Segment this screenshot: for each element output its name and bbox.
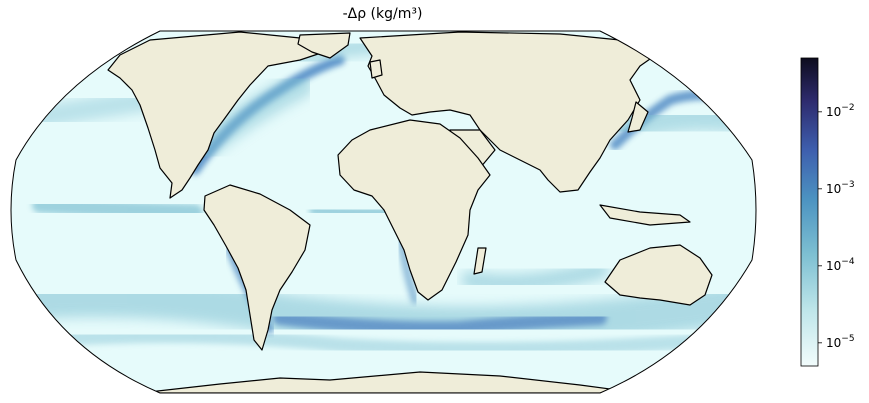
eurasia: [359, 31, 661, 193]
british-isles: [369, 59, 383, 79]
colorbar-tick-label: 10−5: [826, 334, 855, 350]
africa: [337, 119, 491, 301]
colorbar-tick-label: 10−4: [826, 257, 855, 273]
colorbar: 10−2 10−3 10−4 10−5: [800, 57, 855, 367]
madagascar: [473, 247, 487, 275]
south-america: [203, 184, 311, 351]
colorbar-gradient: [800, 57, 819, 367]
land-masses: [107, 31, 713, 393]
north-america: [107, 31, 331, 199]
colorbar-tick-label: 10−3: [826, 180, 855, 196]
map-title: -Δρ (kg/m³): [342, 6, 423, 22]
greenland: [297, 32, 351, 59]
colorbar-tick-label: 10−2: [826, 103, 855, 119]
indonesia: [599, 204, 691, 226]
globe-outline: [10, 30, 757, 394]
australia: [604, 244, 713, 306]
japan: [627, 101, 649, 133]
